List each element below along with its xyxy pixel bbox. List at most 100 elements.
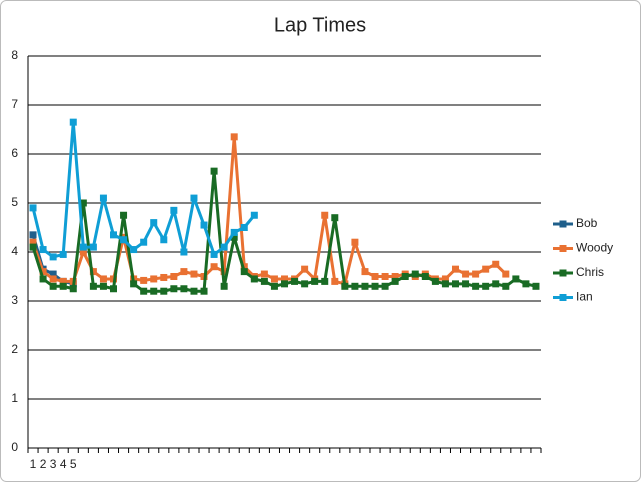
- x-tick-label: 4: [60, 457, 67, 471]
- point: [270, 282, 278, 290]
- point: [341, 282, 349, 290]
- point: [69, 285, 77, 293]
- x-tick-label: 1: [30, 457, 37, 471]
- point: [472, 270, 480, 278]
- point: [351, 238, 359, 246]
- point: [441, 280, 449, 288]
- point: [220, 282, 228, 290]
- point: [170, 206, 178, 214]
- point: [130, 246, 138, 254]
- point: [371, 282, 379, 290]
- point: [502, 270, 510, 278]
- point: [431, 277, 439, 285]
- point: [29, 243, 37, 251]
- point: [462, 280, 470, 288]
- point: [281, 275, 288, 283]
- point: [140, 238, 148, 246]
- point: [331, 277, 339, 285]
- point: [99, 275, 107, 283]
- point: [210, 263, 218, 271]
- legend-label: Bob: [576, 216, 598, 230]
- point: [351, 282, 359, 290]
- point: [260, 277, 268, 285]
- point: [110, 231, 117, 239]
- point: [39, 275, 47, 283]
- legend-marker: [559, 269, 567, 277]
- point: [250, 275, 258, 283]
- point: [140, 287, 148, 295]
- point: [49, 270, 57, 278]
- point: [200, 221, 208, 229]
- x-tick-label: 5: [70, 457, 77, 471]
- y-tick-label: 1: [11, 391, 18, 405]
- point: [462, 270, 470, 278]
- point: [230, 233, 238, 241]
- point: [79, 199, 87, 207]
- y-tick-label: 6: [11, 146, 18, 160]
- point: [99, 194, 107, 202]
- y-tick-label: 7: [11, 97, 18, 111]
- point: [120, 236, 128, 244]
- point: [301, 280, 309, 288]
- legend-marker: [559, 245, 567, 252]
- point: [381, 273, 389, 280]
- point: [200, 287, 208, 295]
- point: [29, 204, 37, 212]
- point: [170, 273, 178, 280]
- point: [39, 246, 47, 254]
- point: [532, 282, 540, 290]
- point: [190, 194, 198, 202]
- point: [522, 280, 530, 288]
- point: [220, 243, 228, 251]
- y-tick-label: 0: [11, 440, 18, 454]
- legend-marker: [559, 294, 567, 301]
- point: [99, 282, 107, 290]
- point: [180, 285, 188, 293]
- point: [150, 287, 158, 295]
- point: [331, 214, 339, 222]
- point: [210, 250, 218, 258]
- point: [79, 248, 87, 256]
- point: [190, 270, 198, 278]
- legend-label: Ian: [576, 290, 593, 304]
- point: [441, 275, 449, 283]
- point: [472, 282, 480, 290]
- point: [59, 277, 67, 285]
- point: [190, 287, 198, 295]
- point: [361, 282, 369, 290]
- legend-marker: [559, 220, 567, 228]
- legend-label: Chris: [576, 265, 604, 279]
- point: [69, 118, 77, 126]
- point: [120, 211, 128, 219]
- x-tick-label: 2: [40, 457, 47, 471]
- x-tick-label: 3: [50, 457, 57, 471]
- point: [59, 282, 67, 290]
- point: [482, 265, 490, 273]
- point: [391, 277, 399, 285]
- point: [230, 228, 238, 236]
- point: [150, 275, 158, 283]
- point: [89, 268, 97, 276]
- point: [160, 273, 168, 281]
- point: [89, 243, 97, 251]
- point: [452, 265, 459, 273]
- point: [29, 238, 37, 246]
- point: [29, 231, 37, 239]
- y-tick-label: 3: [11, 293, 18, 307]
- point: [492, 280, 500, 288]
- point: [89, 282, 97, 290]
- point: [411, 270, 419, 278]
- point: [421, 273, 429, 280]
- point: [512, 275, 520, 283]
- point: [79, 243, 87, 251]
- point: [240, 268, 248, 276]
- chart-title: Lap Times: [274, 14, 366, 36]
- point: [210, 167, 218, 175]
- point: [270, 275, 278, 283]
- y-tick-label: 8: [11, 48, 18, 62]
- point: [311, 277, 319, 285]
- point: [49, 282, 57, 290]
- point: [110, 285, 117, 293]
- point: [180, 268, 188, 276]
